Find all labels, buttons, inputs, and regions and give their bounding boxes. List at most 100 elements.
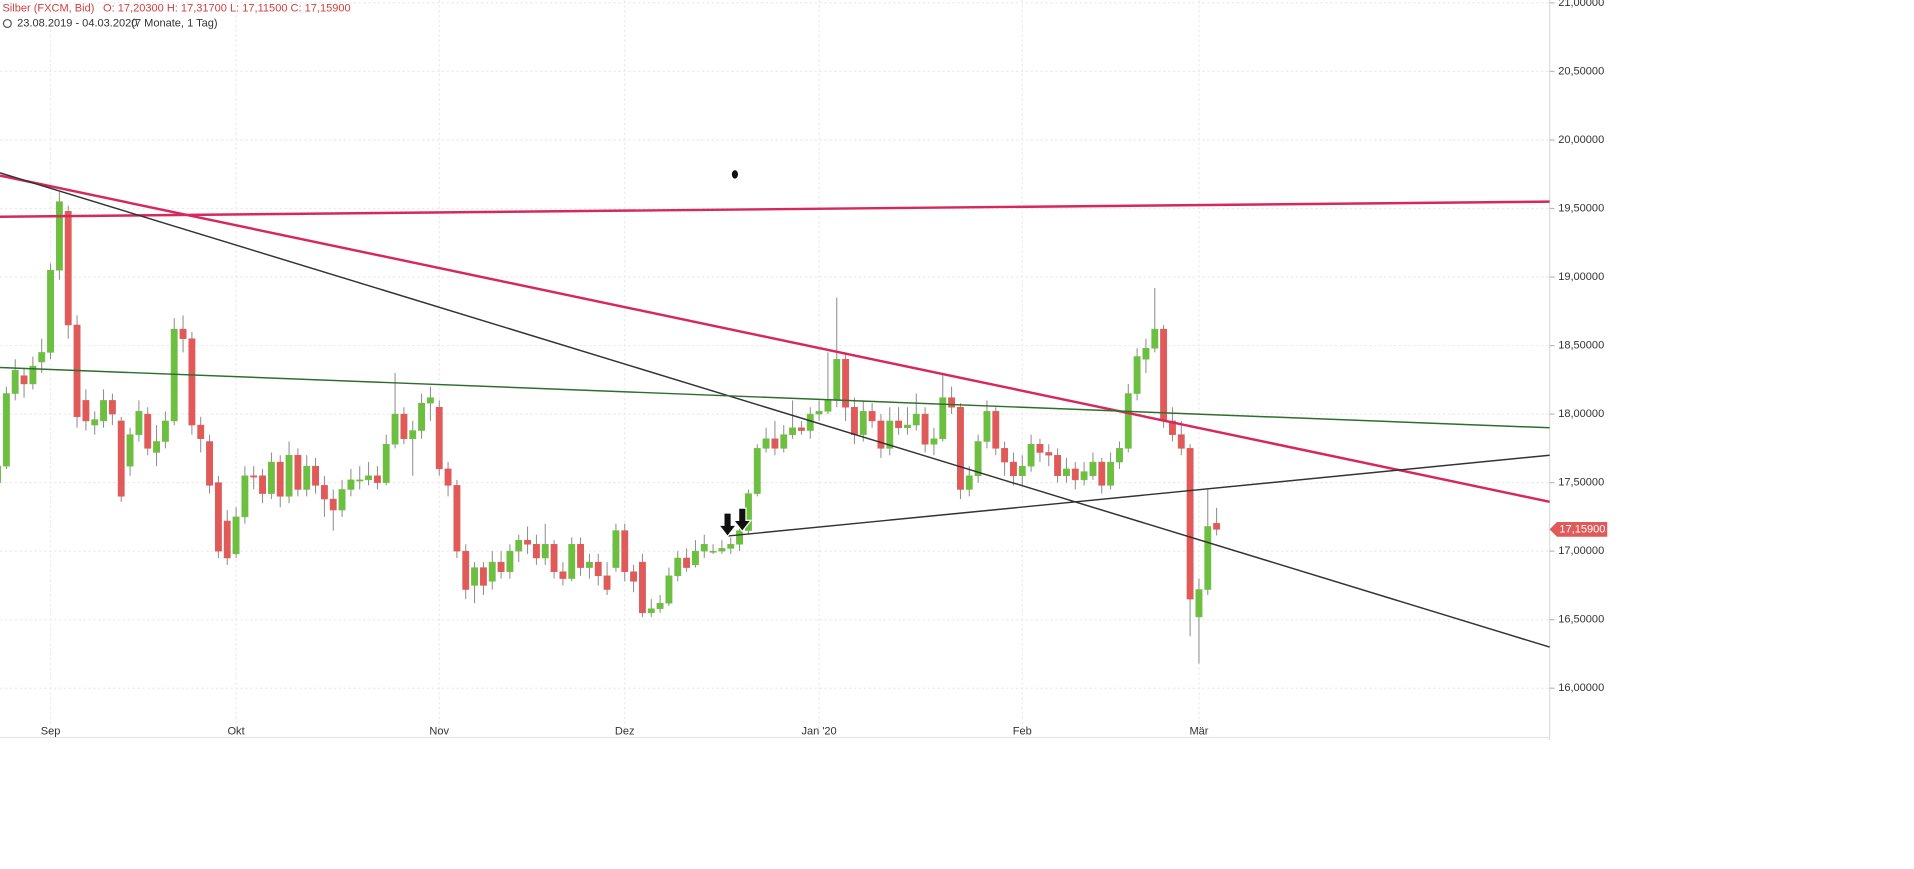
candle-body [1001,448,1009,463]
x-tick-label: Okt [227,725,244,737]
candle-body [409,430,417,440]
candle-body [859,411,867,435]
y-tick-label: 16,00000 [1558,682,1604,694]
candle-body [20,375,28,385]
candle-body [1160,328,1168,422]
candle-body [647,608,655,614]
candle-body [462,550,470,590]
candle-body [1195,589,1203,618]
candle-body [1169,420,1176,435]
candle-body [541,544,549,559]
candle-body [1204,526,1212,590]
x-tick-label: Sep [41,725,61,737]
y-tick-label: 19,50000 [1558,202,1604,214]
candle-body [276,461,284,497]
candle-body [488,561,496,582]
candle-body [100,400,107,422]
y-tick-label: 16,50000 [1558,614,1604,626]
candle-body [214,482,222,552]
candle-body [753,448,761,494]
candle-body [197,424,205,440]
last-price-tag [1549,521,1608,537]
candle-body [1027,443,1035,467]
candle-body [1071,468,1079,481]
candle-body [365,475,373,481]
y-tick-label: 17,00000 [1558,545,1604,557]
candle-body [842,359,850,408]
candle-body [82,400,90,422]
candle-body [0,465,1,483]
candle-body [1177,434,1185,449]
candle-body [850,406,858,435]
candle-body [29,365,37,385]
candle-body [921,413,929,445]
candle-body [965,475,973,490]
candle-body [108,400,116,415]
y-tick-label: 21,00000 [1558,0,1604,9]
candle-body [1036,443,1044,453]
candle-body [179,328,187,339]
candle-body [833,359,841,401]
x-tick-label: Mär [1189,725,1208,737]
trendline [727,454,1550,537]
trendline [0,366,1550,429]
candle-body [1045,452,1053,456]
candle-body [727,544,735,549]
y-tick-label: 18,00000 [1558,408,1604,420]
candle-body [479,567,487,586]
candle-body [1098,461,1106,486]
candle-body [285,454,293,497]
candle-body [303,465,311,490]
candle-body [983,411,991,442]
candle-body [241,475,249,518]
candle-body [153,441,160,453]
candle-body [903,424,911,429]
arrow-marker [732,507,753,533]
y-tick-label: 18,50000 [1558,339,1604,351]
candle-body [621,530,629,572]
candle-body [638,561,646,614]
trendline [0,172,1550,648]
candle-body [824,400,832,412]
candle-body [38,352,46,363]
candle-body [912,413,920,426]
chart-title: Silber (FXCM, Bid) [2,3,94,15]
candle-body [1142,348,1150,360]
candle-body [674,557,682,577]
candle-body [320,485,328,500]
candle-body [656,602,664,609]
plot-background [0,0,1607,740]
candle-body [64,210,72,326]
candle-body [957,406,964,490]
candle-body [329,498,337,511]
candle-body [312,465,320,486]
candle-body [603,575,611,590]
candle-body [471,567,479,586]
candle-body [797,427,805,431]
candle-body [506,550,514,572]
candle-body [948,397,956,408]
candle-body [206,441,213,486]
candle-body [144,413,152,449]
candle-body [515,539,523,552]
candle-body [55,201,63,271]
candle-body [806,413,814,431]
candle-body [1054,454,1062,477]
ohlc-header: O: 17,20300 H: 17,31700 L: 17,11500 C: 1… [103,3,351,15]
candle-body [665,575,673,604]
trendline [0,174,1550,504]
candle-body [868,411,876,422]
candle-body [683,557,691,568]
candle-body [577,544,585,568]
candle-body [259,475,266,494]
candle-body [559,571,567,579]
candle-body [188,338,196,426]
candle-body [382,443,390,483]
candle-body [524,539,532,545]
y-tick-label: 17,50000 [1558,477,1604,489]
candle-body [789,427,797,435]
candle-body [267,461,275,494]
candle-body [232,516,240,555]
